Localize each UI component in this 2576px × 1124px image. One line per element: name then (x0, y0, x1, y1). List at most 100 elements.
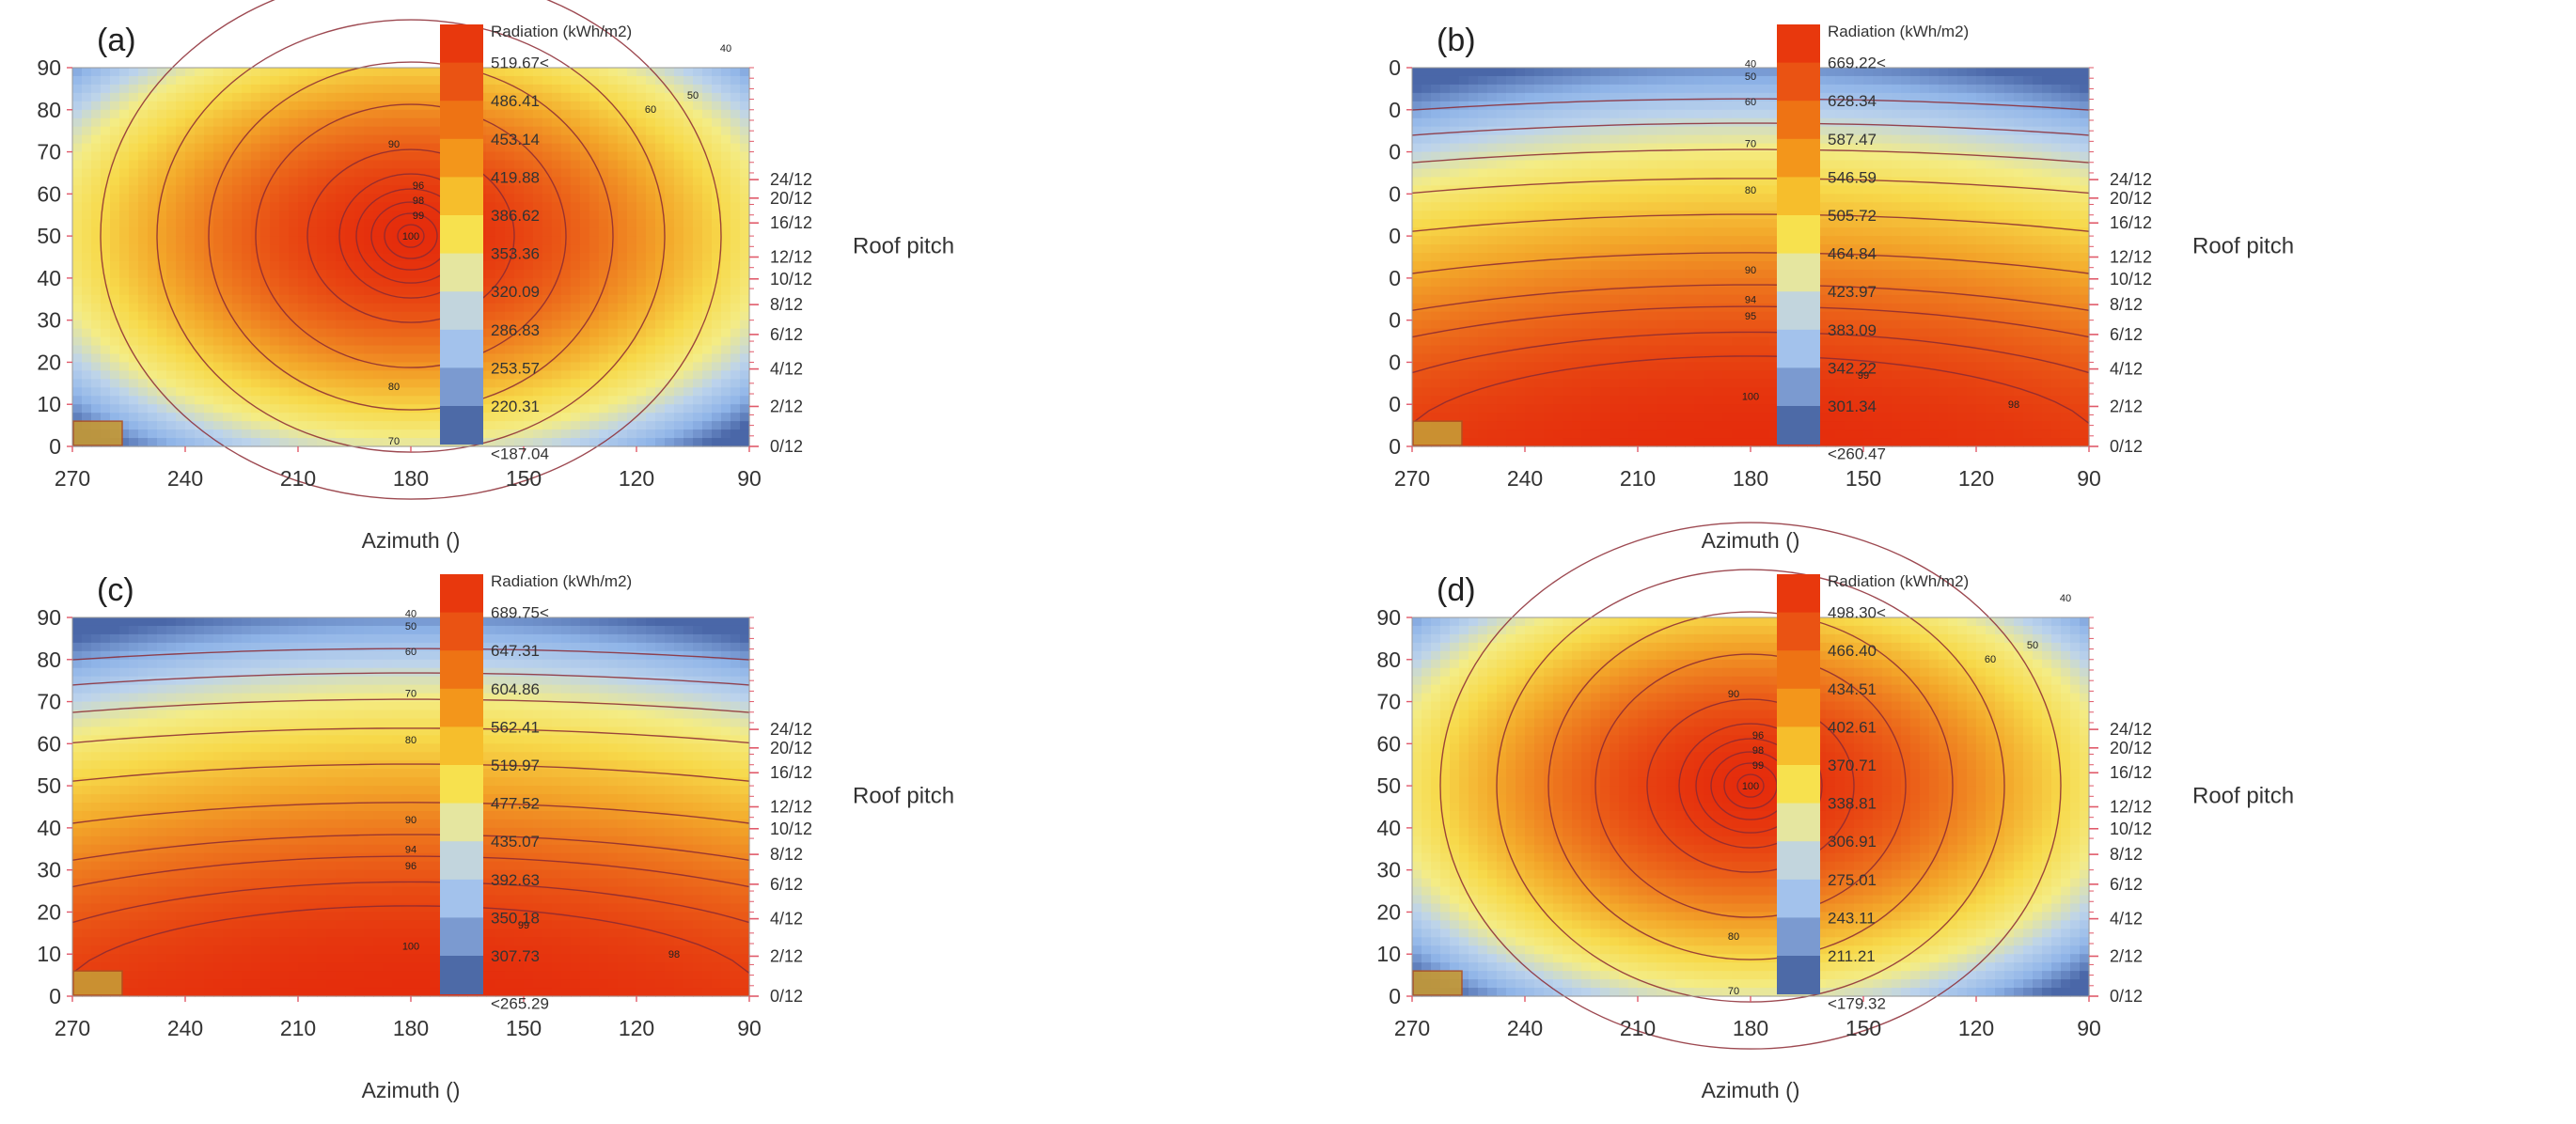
heatmap-cell (345, 160, 355, 170)
heatmap-cell (524, 227, 534, 237)
heatmap-cell (533, 227, 543, 237)
heatmap-cell (289, 286, 299, 296)
heatmap-cell (665, 177, 675, 186)
heatmap-cell (364, 109, 374, 119)
heatmap-cell (646, 126, 656, 136)
heatmap-cell (307, 160, 318, 170)
heatmap-cell (298, 177, 308, 186)
heatmap-cell (533, 92, 543, 102)
pitch-tick-label: 4/12 (770, 360, 803, 379)
heatmap-cell (1563, 219, 1573, 228)
heatmap-cell (129, 404, 139, 414)
heatmap-cell (204, 353, 214, 364)
heatmap-cell (373, 362, 384, 371)
heatmap-cell (1600, 117, 1610, 128)
heatmap-cell (1638, 227, 1648, 237)
panel-label: (a) (97, 23, 136, 58)
heatmap-cell (307, 168, 318, 179)
heatmap-cell (1675, 143, 1686, 153)
heatmap-cell (1487, 211, 1498, 220)
heatmap-cell (176, 126, 186, 136)
heatmap-cell (157, 117, 167, 128)
heatmap-cell (1431, 404, 1441, 414)
heatmap-cell (1704, 134, 1714, 145)
heatmap-cell (166, 244, 177, 254)
heatmap-cell (495, 404, 506, 414)
heatmap-cell (1534, 413, 1545, 422)
heatmap-cell (157, 194, 167, 203)
heatmap-cell (401, 303, 412, 313)
heatmap-cell (1666, 311, 1676, 321)
heatmap-cell (1619, 75, 1629, 86)
heatmap-cell (307, 294, 318, 304)
heatmap-cell (411, 362, 421, 371)
heatmap-cell (101, 134, 111, 145)
heatmap-cell (166, 253, 177, 262)
heatmap-cell (1525, 429, 1535, 439)
heatmap-cell (336, 185, 346, 195)
heatmap-cell (279, 253, 290, 262)
heatmap-cell (683, 404, 694, 414)
heatmap-cell (646, 320, 656, 330)
heatmap-cell (693, 260, 703, 271)
heatmap-cell (524, 68, 534, 77)
heatmap-cell (336, 277, 346, 288)
heatmap-cell (1741, 168, 1751, 179)
heatmap-cell (101, 370, 111, 380)
heatmap-cell (298, 134, 308, 145)
heatmap-cell (1469, 244, 1479, 254)
heatmap-cell (486, 244, 496, 254)
heatmap-cell (1732, 387, 1742, 397)
heatmap-cell (1525, 92, 1535, 102)
heatmap-cell (1553, 387, 1563, 397)
heatmap-cell (674, 185, 684, 195)
heatmap-cell (185, 404, 196, 414)
heatmap-cell (1713, 92, 1723, 102)
heatmap-cell (1422, 277, 1432, 288)
heatmap-cell (721, 236, 731, 245)
heatmap-cell (542, 244, 553, 254)
heatmap-cell (674, 269, 684, 279)
heatmap-cell (72, 277, 83, 288)
heatmap-cell (495, 126, 506, 136)
heatmap-cell (1506, 286, 1516, 296)
heatmap-cell (1685, 286, 1695, 296)
heatmap-cell (599, 370, 609, 380)
heatmap-cell (1459, 253, 1469, 262)
heatmap-cell (1563, 362, 1573, 371)
heatmap-cell (195, 109, 205, 119)
heatmap-cell (82, 260, 92, 271)
heatmap-cell (1478, 345, 1488, 355)
heatmap-cell (646, 277, 656, 288)
heatmap-cell (364, 177, 374, 186)
heatmap-cell (1478, 328, 1488, 338)
heatmap-cell (1694, 143, 1704, 153)
heatmap-cell (1666, 92, 1676, 102)
heatmap-cell (712, 244, 722, 254)
heatmap-cell (1581, 396, 1592, 405)
heatmap-cell (636, 294, 647, 304)
heatmap-cell (1732, 277, 1742, 288)
heatmap-cell (618, 109, 628, 119)
heatmap-cell (1440, 277, 1451, 288)
heatmap-cell (1600, 345, 1610, 355)
heatmap-cell (1431, 353, 1441, 364)
heatmap-cell (1732, 438, 1742, 447)
heatmap-cell (730, 336, 741, 347)
heatmap-cell (242, 101, 252, 111)
heatmap-cell (129, 194, 139, 203)
heatmap-cell (157, 404, 167, 414)
heatmap-cell (1628, 294, 1639, 304)
heatmap-cell (1572, 244, 1582, 254)
heatmap-cell (373, 353, 384, 364)
heatmap-cell (1459, 202, 1469, 211)
heatmap-cell (618, 244, 628, 254)
heatmap-cell (1713, 68, 1723, 77)
heatmap-cell (655, 244, 666, 254)
heatmap-cell (279, 244, 290, 254)
heatmap-cell (1469, 413, 1479, 422)
heatmap-cell (1628, 353, 1639, 364)
heatmap-cell (1440, 370, 1451, 380)
contour-label: 70 (388, 436, 400, 447)
heatmap-cell (1694, 75, 1704, 86)
